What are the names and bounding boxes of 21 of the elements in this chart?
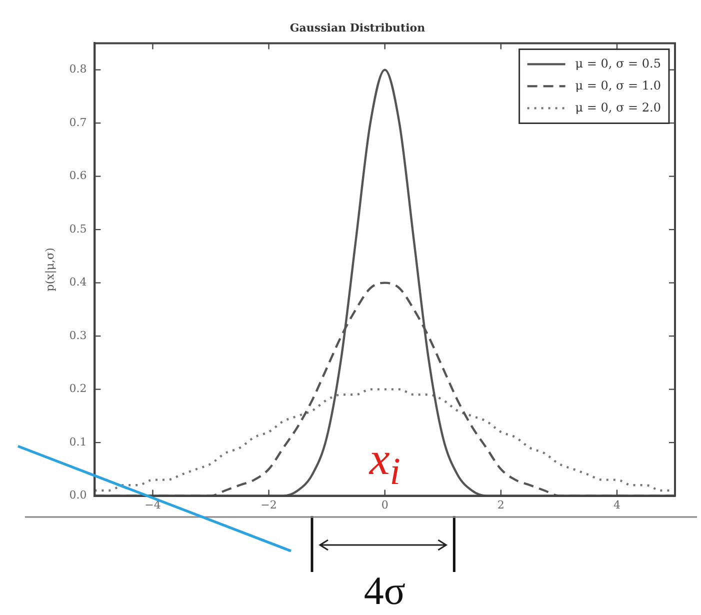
y-axis-title: p(x|μ,σ): [43, 248, 56, 292]
x-tick-label: 2: [497, 498, 504, 512]
y-tick-label: 0.2: [69, 382, 87, 396]
x-tick-label: 4: [613, 498, 620, 512]
x-tick-label: 0: [381, 498, 388, 512]
legend-label: μ = 0, σ = 2.0: [575, 100, 662, 114]
y-tick-label: 0.5: [69, 222, 87, 236]
text: 4σ: [364, 568, 406, 613]
annotation: x$_{i}$: [369, 432, 400, 494]
y-tick-label: 0.7: [69, 116, 87, 129]
y-tick-label: 0.1: [69, 435, 87, 448]
legend-label: μ = 0, σ = 0.5: [575, 56, 662, 70]
y-tick-label: 0.6: [69, 169, 87, 182]
y-tick-label: 0.8: [69, 62, 87, 76]
x-tick-label: −2: [260, 498, 277, 512]
chart-title: Gaussian Distribution: [290, 21, 426, 34]
y-tick-label: 0.4: [69, 276, 87, 289]
y-tick-label: 0.3: [69, 328, 87, 342]
x-tick-label: −4: [144, 498, 161, 512]
legend-label: μ = 0, σ = 1.0: [575, 78, 662, 92]
y-tick-label: 0.0: [69, 488, 87, 502]
